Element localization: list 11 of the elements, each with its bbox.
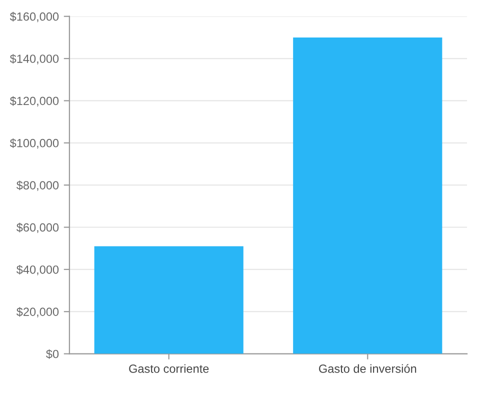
y-tick-label: $140,000 (10, 54, 59, 64)
y-tick-label: $20,000 (16, 307, 59, 318)
y-tick-label: $40,000 (16, 264, 59, 276)
y-tick-label: $120,000 (10, 96, 59, 107)
y-tick-label: $80,000 (16, 180, 59, 191)
y-tick-label: $160,000 (10, 12, 59, 22)
y-tick-label: $100,000 (10, 138, 59, 149)
x-tick-label: Gasto de inversión (319, 364, 416, 373)
x-tick-label: Gasto corriente (129, 364, 209, 373)
y-tick-label: $60,000 (16, 222, 59, 234)
y-tick-label: $0 (46, 349, 59, 359)
